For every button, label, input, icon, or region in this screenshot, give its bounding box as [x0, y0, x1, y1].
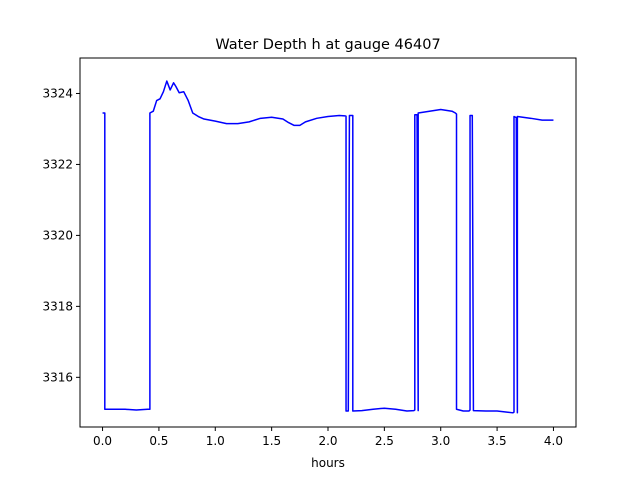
x-tick-label: 3.5: [488, 434, 507, 448]
y-tick-label: 3316: [42, 370, 73, 384]
x-tick-label: 0.5: [149, 434, 168, 448]
y-tick-label: 3322: [42, 157, 73, 171]
x-tick-label: 2.0: [318, 434, 337, 448]
plot-area: [102, 80, 554, 414]
plot-frame: [79, 57, 577, 428]
x-tick-label: 1.0: [206, 434, 225, 448]
x-tick-label: 3.0: [431, 434, 450, 448]
series-line-0: [102, 80, 554, 414]
x-axis-ticks: 0.0 0.5 1.0 1.5 2.0 2.5 3.0 3.5 4.0: [93, 427, 563, 448]
x-tick-label: 1.5: [262, 434, 281, 448]
y-tick-label: 3320: [42, 228, 73, 242]
chart-title: Water Depth h at gauge 46407: [215, 37, 440, 53]
x-tick-label: 2.5: [375, 434, 394, 448]
y-axis-ticks: 3316 3318 3320 3322 3324: [42, 86, 80, 384]
x-axis-label: hours: [311, 456, 345, 470]
x-tick-label: 4.0: [544, 434, 563, 448]
x-tick-label: 0.0: [93, 434, 112, 448]
y-tick-label: 3318: [42, 299, 73, 313]
y-tick-label: 3324: [42, 86, 73, 100]
